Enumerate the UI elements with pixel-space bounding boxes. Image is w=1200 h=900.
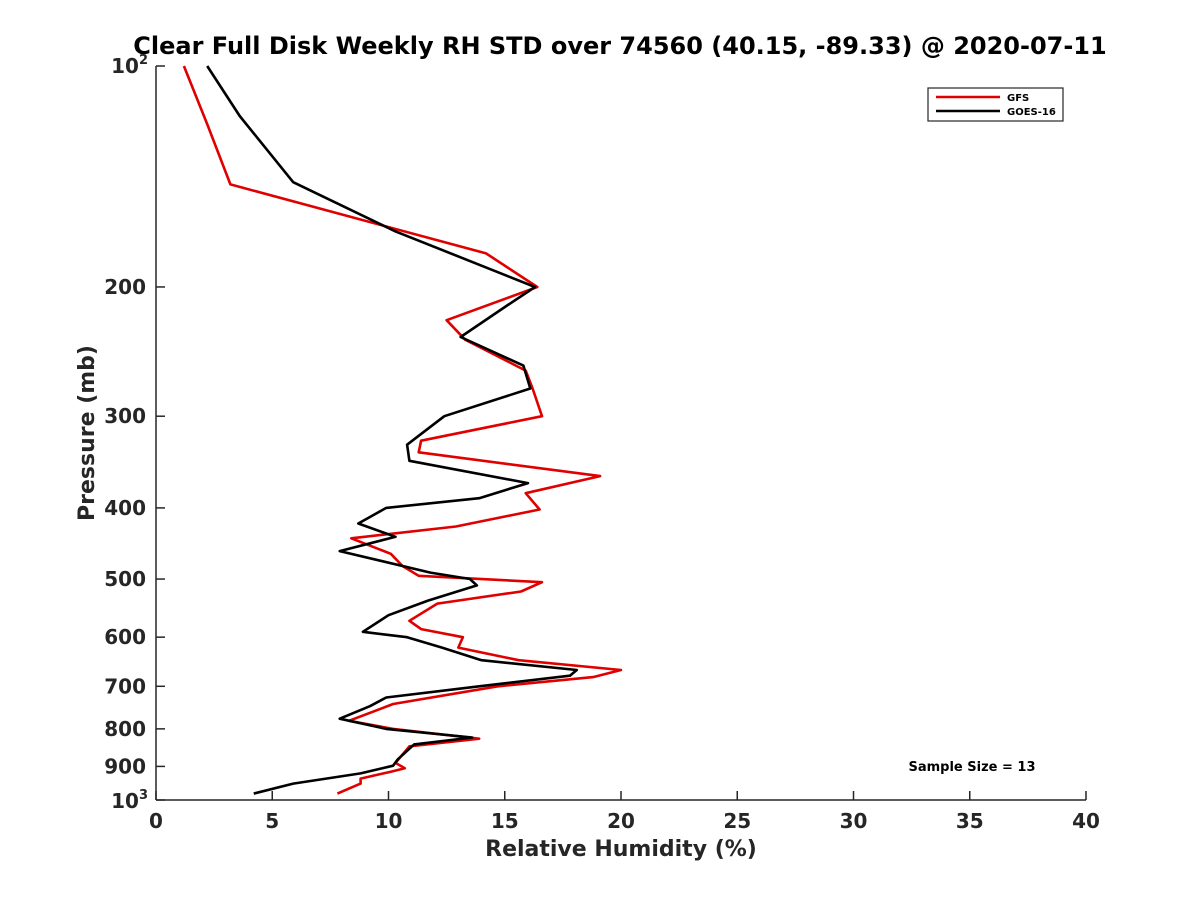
- y-tick-label: 900: [104, 754, 146, 778]
- y-tick-label: 500: [104, 567, 146, 591]
- legend: GFS GOES-16: [927, 87, 1064, 122]
- x-tick-label: 40: [1072, 809, 1100, 833]
- y-tick-label: 400: [104, 496, 146, 520]
- x-tick-label: 20: [607, 809, 635, 833]
- y-limit-top-base: 10: [111, 54, 139, 78]
- y-limit-top-label: 102: [111, 53, 148, 78]
- x-axis-ticks: 0 5 10 15 20 25 30 35 40: [149, 791, 1100, 833]
- x-tick-label: 30: [840, 809, 868, 833]
- legend-box: [927, 87, 1064, 122]
- sample-size-annotation: Sample Size = 13: [908, 760, 1035, 775]
- legend-label-gfs: GFS: [1007, 93, 1029, 104]
- y-tick-label: 300: [104, 404, 146, 428]
- y-tick-label: 800: [104, 717, 146, 741]
- y-limit-bottom-exp: 3: [139, 788, 148, 803]
- y-tick-label: 600: [104, 625, 146, 649]
- y-limit-top-exp: 2: [139, 53, 148, 68]
- y-axis-ticks: 200 300 400 500 600 700 800 900: [104, 65, 165, 801]
- y-tick-label: 700: [104, 674, 146, 698]
- y-tick-label: 200: [104, 275, 146, 299]
- series-line-goes16: [206, 65, 579, 795]
- x-tick-label: 10: [375, 809, 403, 833]
- y-axis-label: Pressure (mb): [75, 345, 100, 521]
- plot-area: 0 5 10 15 20 25 30 35 40 200 300 400 500 600 700 800 90…: [104, 65, 1100, 833]
- x-tick-label: 15: [491, 809, 519, 833]
- series-lines: [182, 65, 623, 795]
- legend-label-goes16: GOES-16: [1007, 107, 1056, 118]
- y-limit-bottom-base: 10: [111, 789, 139, 813]
- y-limit-bottom-label: 103: [111, 788, 148, 813]
- x-axis-label: Relative Humidity (%): [485, 837, 757, 862]
- x-tick-label: 35: [956, 809, 984, 833]
- series-line-gfs: [182, 65, 623, 795]
- x-tick-label: 0: [149, 809, 163, 833]
- chart-title: Clear Full Disk Weekly RH STD over 74560…: [133, 32, 1106, 60]
- x-tick-label: 5: [265, 809, 279, 833]
- x-tick-label: 25: [723, 809, 751, 833]
